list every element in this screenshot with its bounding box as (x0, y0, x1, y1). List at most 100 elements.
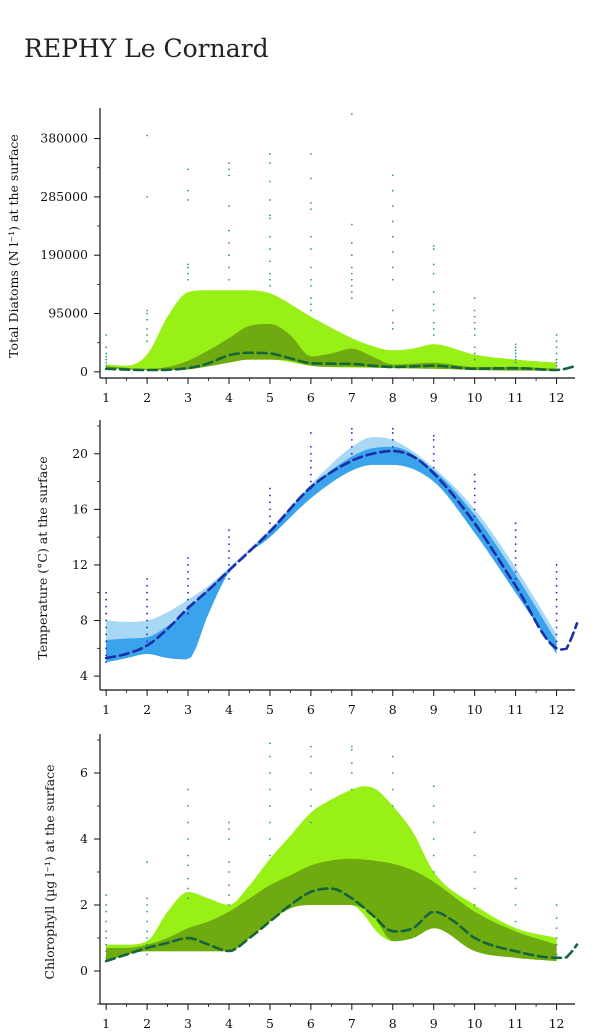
observation-point (309, 452, 312, 455)
observation-point (187, 168, 189, 171)
observation-point (309, 745, 312, 748)
observation-point (146, 134, 148, 137)
observation-point (350, 223, 353, 226)
observation-point (105, 591, 108, 594)
observation-point (473, 831, 476, 834)
observation-point (269, 501, 271, 504)
observation-point (269, 854, 271, 857)
y-tick-label: 95000 (48, 306, 88, 321)
observation-point (228, 205, 230, 207)
observation-point (432, 871, 435, 873)
observation-point (309, 266, 312, 269)
observation-point (228, 242, 230, 244)
y-tick-label: 16 (72, 501, 88, 516)
y-tick-label: 4 (80, 831, 88, 846)
observation-point (228, 564, 230, 566)
observation-point (146, 633, 148, 636)
observation-point (555, 904, 558, 906)
observation-point (146, 920, 148, 923)
observation-point (473, 315, 476, 318)
observation-point (309, 297, 312, 300)
observation-point (146, 612, 148, 615)
observation-point (228, 529, 230, 532)
observation-point (514, 570, 517, 573)
observation-point (269, 278, 271, 281)
observation-point (187, 864, 189, 867)
x-tick-label: 4 (225, 390, 233, 405)
observation-point (391, 205, 394, 207)
observation-point (228, 543, 230, 546)
observation-point (350, 445, 353, 448)
observation-point (391, 788, 394, 791)
observation-point (228, 229, 230, 232)
x-tick-label: 11 (508, 702, 524, 717)
observation-point (350, 272, 353, 275)
observation-point (555, 619, 558, 622)
observation-point (350, 242, 353, 244)
x-tick-label: 8 (389, 702, 397, 717)
observation-point (269, 217, 271, 220)
observation-point (309, 235, 312, 238)
observation-point (269, 494, 271, 497)
observation-point (309, 153, 312, 155)
observation-point (473, 297, 476, 300)
observation-point (309, 788, 312, 791)
observation-point (432, 291, 435, 293)
observation-point (309, 202, 312, 204)
x-tick-label: 1 (102, 702, 110, 717)
y-tick-label: 6 (80, 765, 88, 780)
observation-point (269, 755, 271, 758)
observation-point (350, 266, 353, 269)
observation-point (105, 633, 108, 636)
observation-point (514, 564, 517, 566)
observation-point (391, 321, 394, 324)
observation-point (146, 640, 148, 643)
observation-point (473, 904, 476, 906)
observation-point (269, 285, 271, 287)
observation-point (555, 364, 558, 367)
observation-point (105, 943, 108, 946)
observation-point (146, 626, 148, 629)
observation-point (228, 254, 230, 257)
x-tick-label: 5 (266, 390, 274, 405)
observation-point (514, 343, 517, 346)
observation-point (187, 598, 189, 601)
observation-point (473, 494, 476, 497)
observation-point (105, 361, 108, 364)
observation-point (146, 943, 148, 946)
observation-point (105, 930, 108, 933)
observation-point (269, 248, 271, 250)
x-tick-label: 1 (102, 390, 110, 405)
observation-point (473, 887, 476, 890)
observation-point (269, 153, 271, 155)
y-tick-label: 0 (80, 364, 88, 379)
observation-point (228, 894, 230, 896)
observation-point (391, 427, 394, 430)
x-tick-label: 7 (348, 390, 356, 405)
observation-point (146, 861, 148, 863)
y-tick-label: 12 (72, 557, 88, 572)
observation-point (432, 838, 435, 840)
observation-point (228, 871, 230, 873)
observation-point (473, 480, 476, 483)
observation-point (228, 577, 230, 580)
observation-point (391, 189, 394, 192)
observation-point (555, 953, 558, 956)
observation-point (473, 473, 476, 476)
observation-point (473, 327, 476, 330)
observation-point (555, 584, 558, 587)
observation-point (228, 278, 230, 281)
x-tick-label: 6 (307, 390, 315, 405)
observation-point (309, 473, 312, 476)
observation-point (473, 854, 476, 857)
observation-point (269, 515, 271, 518)
observation-point (105, 910, 108, 913)
observation-point (473, 321, 476, 324)
observation-point (228, 168, 230, 171)
observation-point (432, 459, 435, 462)
x-tick-label: 7 (348, 1016, 356, 1031)
observation-point (146, 953, 148, 956)
observation-point (105, 626, 108, 629)
